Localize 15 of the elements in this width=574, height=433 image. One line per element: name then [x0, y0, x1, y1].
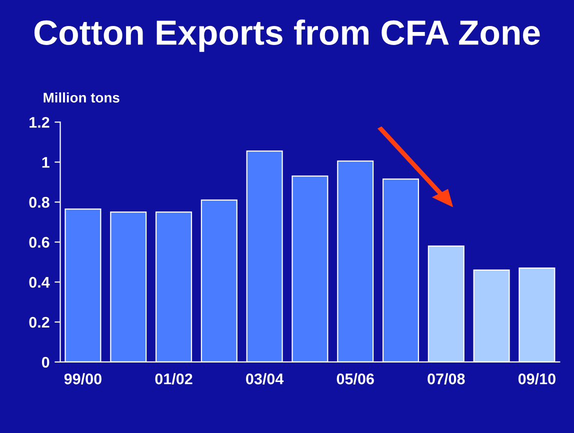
x-tick-label: 03/04: [246, 373, 284, 384]
y-tick-label: 0: [42, 356, 50, 368]
y-tick-label: 0.2: [29, 316, 50, 328]
x-tick-label: 99/00: [64, 373, 102, 384]
x-tick-label: 05/06: [336, 373, 374, 384]
y-axis-title: Million tons: [44, 92, 120, 103]
y-tick-label: 1.2: [30, 116, 50, 128]
y-tick-label: 0.8: [29, 196, 50, 208]
x-tick-label: 07/08: [428, 373, 465, 384]
y-tick-label: 1: [42, 157, 50, 168]
chart-title: Cotton Exports from CFA Zone: [34, 19, 540, 52]
x-tick-label: 01/02: [155, 373, 192, 384]
y-tick-label: 0.4: [29, 276, 50, 288]
x-tick-label: 09/10: [518, 373, 556, 384]
y-tick-label: 0.6: [29, 236, 50, 248]
